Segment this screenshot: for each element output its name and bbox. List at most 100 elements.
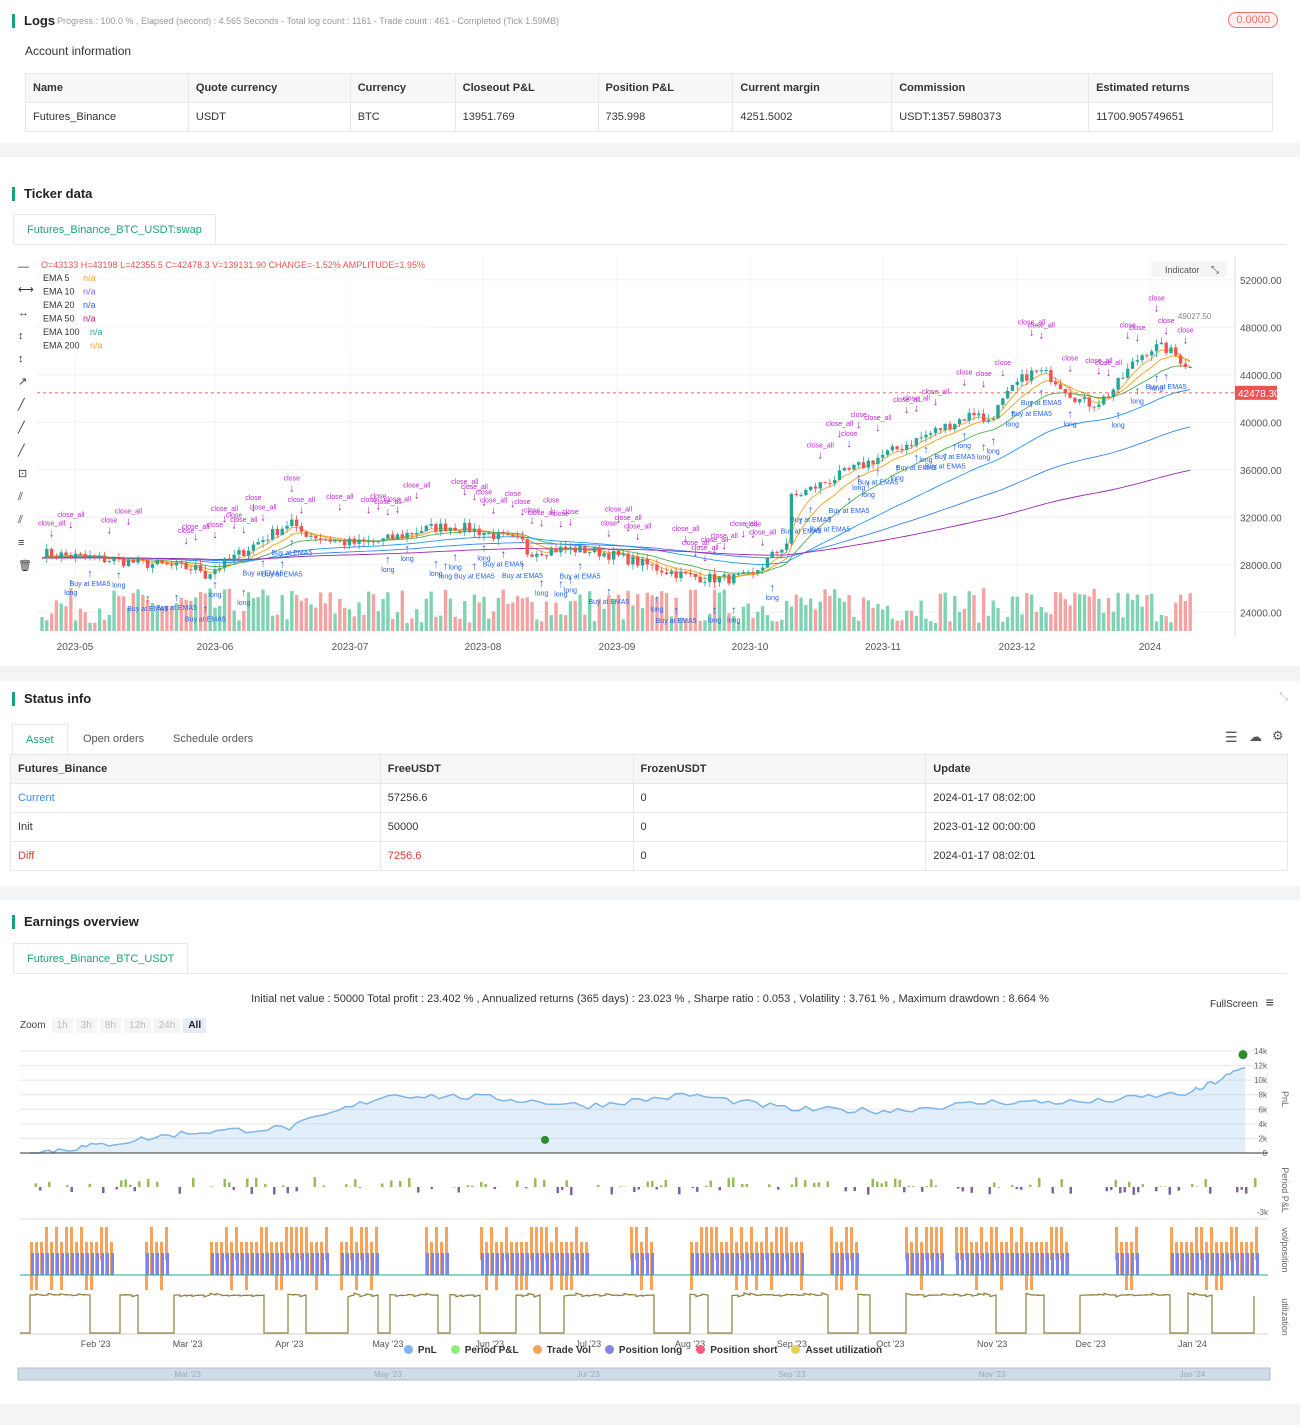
- candle: [1083, 398, 1086, 399]
- long-label: Buy at EMA5: [502, 573, 543, 580]
- candle: [353, 539, 356, 544]
- channel-icon[interactable]: ╱: [17, 420, 26, 434]
- long-label: long: [1063, 421, 1076, 428]
- candle: [444, 524, 447, 532]
- candle: [127, 560, 130, 566]
- crosshair-icon[interactable]: —: [18, 261, 29, 273]
- zoom-option[interactable]: 8h: [100, 1018, 121, 1033]
- line-icon[interactable]: ⟷: [18, 284, 34, 296]
- candle: [497, 532, 500, 539]
- candle: [919, 437, 922, 438]
- legend-item[interactable]: Asset utilization: [791, 1345, 882, 1356]
- ema-legend-value: n/a: [83, 273, 96, 283]
- extend-icon[interactable]: ╱: [17, 443, 26, 457]
- zoom-option[interactable]: 3h: [76, 1018, 97, 1033]
- close-label: close_all: [326, 494, 354, 501]
- candle: [295, 520, 298, 527]
- trash-icon[interactable]: 🗑: [18, 559, 32, 572]
- candle: [992, 418, 995, 419]
- legend-item[interactable]: Trade Vol: [533, 1345, 591, 1356]
- candle: [559, 547, 562, 553]
- parallel-icon[interactable]: ⫽: [17, 514, 23, 526]
- column-header: FrozenUSDT: [633, 755, 926, 784]
- expand-icon[interactable]: ⤡: [1279, 691, 1288, 704]
- tab-asset[interactable]: Asset: [12, 724, 68, 754]
- tab-open-orders[interactable]: Open orders: [83, 724, 144, 754]
- close-label: close: [505, 491, 521, 498]
- table-cell: 7256.6: [380, 842, 633, 871]
- candle: [795, 494, 798, 495]
- candle: [876, 458, 879, 464]
- column-header: Quote currency: [188, 74, 350, 103]
- candle: [939, 428, 942, 430]
- candle: [1107, 396, 1110, 397]
- y-tick-label: 36000.00: [1240, 466, 1282, 477]
- candle: [785, 544, 788, 550]
- cloud-icon[interactable]: ☁: [1249, 729, 1262, 745]
- hline-icon[interactable]: ↕: [18, 353, 24, 365]
- tab-schedule-orders[interactable]: Schedule orders: [173, 724, 253, 754]
- legend-item[interactable]: Period P&L: [451, 1345, 519, 1356]
- long-label: long: [1112, 423, 1125, 430]
- long-label: Buy at EMA5: [925, 463, 966, 470]
- trend-icon[interactable]: ╱: [17, 397, 26, 411]
- zoom-option[interactable]: 1h: [52, 1018, 73, 1033]
- gear-icon[interactable]: ⚙: [1272, 728, 1284, 744]
- candle: [987, 420, 990, 422]
- ema-legend-name: EMA 5: [43, 273, 70, 283]
- candlestick-chart[interactable]: 52000.0048000.0044000.0040000.0036000.00…: [0, 246, 1300, 666]
- candle: [718, 577, 721, 583]
- arrow-icon[interactable]: ↗: [18, 376, 27, 388]
- long-arrow-icon: ↑: [981, 441, 987, 453]
- close-label: close: [101, 518, 117, 525]
- candle: [290, 520, 293, 526]
- legend-item[interactable]: Position long: [605, 1345, 682, 1356]
- candle: [401, 534, 404, 538]
- candle: [727, 574, 730, 583]
- measure-icon[interactable]: ⊡: [18, 468, 27, 480]
- pnl-tick: 14k: [1254, 1047, 1268, 1056]
- long-label: Buy at EMA5: [1011, 411, 1052, 418]
- long-arrow-icon: ↑: [279, 559, 285, 571]
- candle: [799, 495, 802, 496]
- legend-item[interactable]: Position short: [696, 1345, 777, 1356]
- candle: [895, 446, 898, 449]
- ema-legend-name: EMA 100: [43, 327, 80, 337]
- long-label: Buy at EMA5: [271, 550, 312, 557]
- ray-icon[interactable]: ↔: [18, 307, 29, 319]
- close-arrow-icon: ↓: [395, 503, 401, 515]
- long-label: long: [1006, 421, 1019, 428]
- close-arrow-icon: ↓: [491, 505, 497, 517]
- candle: [194, 565, 197, 570]
- fib-icon[interactable]: ⫽: [17, 491, 23, 503]
- close-arrow-icon: ↓: [68, 519, 74, 531]
- menu-icon[interactable]: ≡: [1266, 994, 1274, 1010]
- table-cell: 735.998: [598, 103, 733, 132]
- list-icon[interactable]: ☰: [1225, 729, 1238, 746]
- close-arrow-icon: ↓: [933, 396, 939, 408]
- candle: [867, 461, 870, 468]
- candle: [953, 424, 956, 429]
- close-arrow-icon: ↓: [1067, 363, 1073, 375]
- tab-earnings-symbol[interactable]: Futures_Binance_BTC_USDT: [13, 943, 188, 973]
- zoom-option[interactable]: All: [183, 1018, 206, 1033]
- candle: [641, 559, 644, 566]
- long-arrow-icon: ↑: [404, 543, 410, 555]
- candle: [208, 574, 211, 579]
- candle: [329, 539, 332, 541]
- legend-item[interactable]: PnL: [404, 1345, 437, 1356]
- candle: [237, 550, 240, 555]
- zoom-option[interactable]: 24h: [154, 1018, 181, 1033]
- column-header: Current margin: [733, 74, 892, 103]
- text-icon[interactable]: ≡: [18, 537, 24, 549]
- tab-ticker-symbol[interactable]: Futures_Binance_BTC_USDT:swap: [13, 214, 216, 244]
- vline-icon[interactable]: ↕: [18, 330, 24, 342]
- candle: [1049, 370, 1052, 382]
- close-label: close: [1129, 325, 1145, 332]
- fullscreen-button[interactable]: FullScreen ≡: [1210, 994, 1274, 1010]
- zoom-option[interactable]: 12h: [124, 1018, 151, 1033]
- candle: [996, 405, 999, 418]
- candle: [809, 487, 812, 490]
- candle: [439, 524, 442, 532]
